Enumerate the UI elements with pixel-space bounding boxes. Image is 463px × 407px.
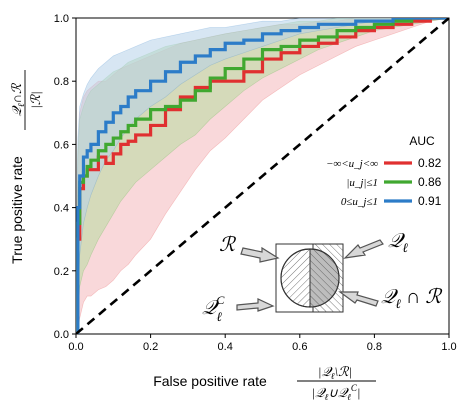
svg-text:𝒬ℓ∩ℛ: 𝒬ℓ∩ℛ <box>9 82 26 116</box>
legend-auc-value: 0.86 <box>418 175 442 189</box>
x-axis-label: False positive rate <box>153 373 267 389</box>
roc-curves <box>76 18 449 334</box>
inset-diagram: ℛ 𝒬ℓ 𝒬C ℓ 𝒬ℓ ∩ ℛ <box>202 230 443 324</box>
y-tick-label: 0.0 <box>54 329 69 341</box>
x-tick-label: 0.6 <box>292 341 307 353</box>
plot-area <box>75 17 450 335</box>
legend-series-name: −∞<u_j<∞ <box>326 158 378 170</box>
inset-label-q: 𝒬ℓ <box>388 230 408 255</box>
x-tick-label: 0.2 <box>143 341 158 353</box>
inset-label-qc: 𝒬C ℓ <box>202 293 225 324</box>
y-tick-label: 0.4 <box>54 203 69 215</box>
legend-series-name: |u_j|≤1 <box>346 177 378 189</box>
x-tick-label: 0.4 <box>218 341 233 353</box>
x-tick-label: 0.8 <box>367 341 382 353</box>
legend-auc-value: 0.91 <box>418 194 442 208</box>
svg-text:|𝒬ℓ∪𝒬ℓC|: |𝒬ℓ∪𝒬ℓC| <box>312 383 361 402</box>
x-tick-label: 0.0 <box>68 341 83 353</box>
diagonal-line <box>76 18 449 334</box>
roc-line-1 <box>76 18 449 334</box>
y-tick-label: 0.8 <box>54 76 69 88</box>
y-axis-formula: 𝒬ℓ∩ℛ |ℛ| <box>9 70 43 130</box>
y-axis-ticks: 0.0 0.2 0.4 0.6 0.8 1.0 <box>54 13 76 341</box>
legend-title: AUC <box>409 134 435 148</box>
y-tick-label: 1.0 <box>54 13 69 25</box>
inset-label-intersection: 𝒬ℓ ∩ ℛ <box>381 286 443 311</box>
x-axis-formula: |𝒬ℓ\ℛ| |𝒬ℓ∪𝒬ℓC| <box>297 364 376 402</box>
inset-arrows <box>236 239 384 312</box>
legend-auc-value: 0.82 <box>418 156 442 170</box>
y-tick-label: 0.6 <box>54 139 69 151</box>
x-axis-ticks: 0.0 0.2 0.4 0.6 0.8 1.0 <box>68 334 457 353</box>
svg-text:|ℛ|: |ℛ| <box>28 91 43 109</box>
svg-text:|𝒬ℓ\ℛ|: |𝒬ℓ\ℛ| <box>318 364 352 381</box>
inset-label-r: ℛ <box>219 234 237 256</box>
y-axis-label: True positive rate <box>9 156 25 264</box>
x-tick-label: 1.0 <box>441 341 456 353</box>
y-tick-label: 0.2 <box>54 266 69 278</box>
roc-line-2 <box>76 18 449 334</box>
legend: AUC −∞<u_j<∞ 0.82 |u_j|≤1 0.86 0≤u_j≤1 0.91 <box>326 134 442 208</box>
legend-series-name: 0≤u_j≤1 <box>341 196 378 208</box>
diagonal-reference <box>76 18 449 334</box>
